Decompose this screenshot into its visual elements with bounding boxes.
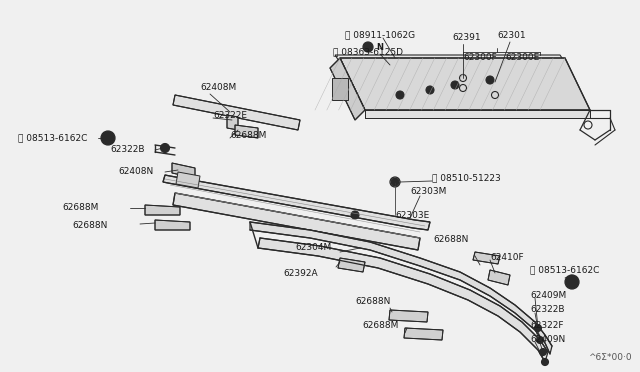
Polygon shape: [404, 328, 443, 340]
Polygon shape: [258, 238, 548, 362]
Polygon shape: [155, 220, 190, 230]
Polygon shape: [173, 95, 300, 130]
Circle shape: [541, 359, 548, 366]
Polygon shape: [176, 172, 200, 188]
Text: 62303M: 62303M: [410, 187, 446, 196]
Circle shape: [161, 144, 170, 153]
Text: 62688N: 62688N: [433, 235, 468, 244]
Text: 62301: 62301: [497, 31, 525, 39]
Text: 62409M: 62409M: [530, 291, 566, 299]
Circle shape: [534, 324, 541, 331]
Text: 62322B: 62322B: [530, 305, 564, 314]
Text: 62688M: 62688M: [230, 131, 266, 140]
Polygon shape: [172, 163, 195, 178]
Text: Ⓢ 08510-51223: Ⓢ 08510-51223: [432, 173, 500, 183]
Text: 62300E: 62300E: [505, 54, 540, 62]
Circle shape: [426, 86, 434, 94]
Text: 62410F: 62410F: [490, 253, 524, 262]
Text: Ⓢ 08513-6162C: Ⓢ 08513-6162C: [18, 134, 88, 142]
Circle shape: [536, 337, 543, 343]
Circle shape: [391, 178, 399, 186]
Text: Ⓢ 08513-6162C: Ⓢ 08513-6162C: [530, 266, 600, 275]
Text: 62409N: 62409N: [530, 336, 565, 344]
Circle shape: [178, 166, 186, 174]
Circle shape: [396, 91, 404, 99]
Polygon shape: [389, 310, 428, 322]
Text: 62688N: 62688N: [72, 221, 108, 230]
Circle shape: [486, 76, 494, 84]
Text: 62688M: 62688M: [62, 203, 99, 212]
Circle shape: [540, 349, 547, 356]
Polygon shape: [473, 252, 500, 264]
Polygon shape: [332, 78, 348, 100]
Polygon shape: [227, 115, 238, 130]
Text: 62392A: 62392A: [283, 269, 317, 279]
Text: 62408N: 62408N: [118, 167, 153, 176]
Circle shape: [351, 211, 359, 219]
Text: 62408M: 62408M: [200, 83, 236, 93]
Polygon shape: [335, 55, 568, 67]
Circle shape: [363, 42, 373, 52]
Text: Ⓢ 08363-6125D: Ⓢ 08363-6125D: [333, 48, 403, 57]
Polygon shape: [340, 58, 590, 110]
Polygon shape: [488, 270, 510, 285]
Circle shape: [451, 81, 459, 89]
Polygon shape: [145, 205, 180, 215]
Polygon shape: [163, 175, 430, 230]
Polygon shape: [330, 58, 365, 120]
Text: N: N: [376, 42, 383, 51]
Text: 62322B: 62322B: [110, 145, 145, 154]
Text: 62688M: 62688M: [362, 321, 398, 330]
Circle shape: [565, 275, 579, 289]
Text: 62322F: 62322F: [530, 321, 563, 330]
Polygon shape: [338, 258, 365, 272]
Circle shape: [101, 131, 115, 145]
Text: 62688N: 62688N: [355, 298, 390, 307]
Text: 62391: 62391: [452, 33, 481, 42]
Polygon shape: [250, 222, 552, 354]
Text: 62322E: 62322E: [213, 110, 247, 119]
Polygon shape: [173, 193, 420, 250]
Text: 62300F: 62300F: [463, 54, 497, 62]
Text: 62303E: 62303E: [395, 211, 429, 219]
Text: Ⓝ 08911-1062G: Ⓝ 08911-1062G: [345, 31, 415, 39]
Text: ^6Σ*00·0: ^6Σ*00·0: [588, 353, 632, 362]
Polygon shape: [235, 125, 258, 138]
Polygon shape: [365, 110, 590, 118]
Text: 62304M: 62304M: [295, 244, 332, 253]
